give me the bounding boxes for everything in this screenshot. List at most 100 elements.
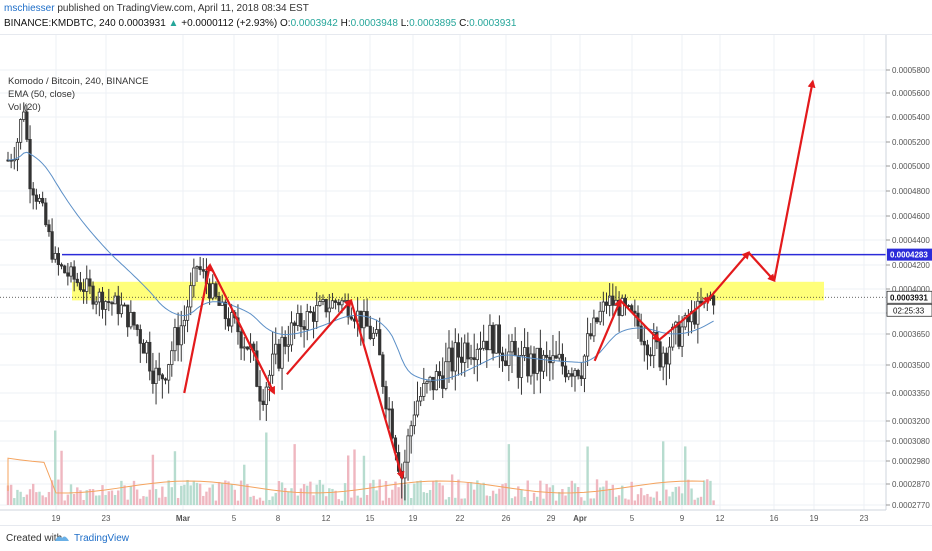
volume-bar [173,451,177,505]
candle-body [529,353,533,377]
volume-bar [384,480,388,505]
candle-body [349,316,353,320]
symbol-label: BINANCE:KMDBTC, 240 [4,18,116,29]
volume-bar [422,492,425,505]
candle-body [604,301,609,306]
candle-body [699,300,703,304]
candle-body [343,300,347,302]
volume-bar [195,482,199,505]
x-axis[interactable]: 19 23 Mar 5 8 12 15 19 22 26 29 Apr 5 9 12 16 19 23 [0,509,932,525]
candle-body [652,331,656,357]
last-price-tag [886,290,932,304]
x-tick-label: 26 [502,514,511,523]
header-bar: mschiesser published on TradingView.com,… [0,0,932,35]
volume-bar [132,480,136,505]
volume-bar [435,480,438,505]
candle-body [510,340,514,353]
author-link[interactable]: mschiesser [4,3,55,14]
volume-bar [85,490,88,505]
x-tick-label: 23 [860,514,869,523]
candle-body [318,301,322,306]
volume-bar [265,432,268,505]
candle-body [107,301,111,304]
volume-bar [624,498,627,505]
open-value: 0.0003942 [290,18,338,29]
candle-body [311,311,316,322]
volume-bar [79,490,82,505]
price-chart[interactable]: 0.0005800 0.0005600 0.0005400 0.0005200 0.00… [0,35,932,525]
volume-bar [513,496,517,505]
candle-body [182,319,186,327]
x-tick-label: 12 [322,514,331,523]
volume-bar [460,498,463,505]
volume-bar [214,500,218,505]
candle-body [226,318,231,327]
volume-bar [271,496,274,505]
x-tick-label: 5 [232,514,237,523]
volume-bar [69,484,73,505]
volume-bar [107,491,110,505]
volume-bar [454,497,457,505]
legend-title: Komodo / Bitcoin, 240, BINANCE [8,76,149,87]
volume-bar [44,497,47,505]
volume-bar [709,480,712,505]
volume-bar [542,498,545,505]
volume-bar [469,482,473,505]
volume-bar [520,489,523,505]
candle-body [633,310,637,314]
brand-name[interactable]: TradingView [74,533,130,544]
volume-bar [375,490,378,505]
red-arrow [208,264,276,395]
volume-bar [38,491,41,505]
candle-body [167,364,171,381]
candle-body [94,301,98,305]
candle-body [500,352,505,362]
volume-bar [406,483,410,505]
y-axis[interactable]: 0.0005800 0.0005600 0.0005400 0.0005200 0.00… [885,35,932,510]
candle-body [403,461,407,479]
volume-bar [82,499,85,505]
candle-body [47,224,51,233]
red-arrow [619,299,661,342]
chart-area[interactable]: 0.0005800 0.0005600 0.0005400 0.0005200 0.00… [0,35,932,525]
volume-bar [60,450,63,505]
volume-bar [72,494,76,505]
candle-body [302,326,306,330]
volume-bar [158,497,161,505]
volume-bar [120,480,123,505]
candle-body [570,373,574,377]
candle-body [195,266,199,269]
volume-bar [239,480,243,505]
volume-bar [573,483,577,505]
volume-bar [170,487,173,505]
volume-bar [548,487,551,505]
candle-body [119,304,123,315]
tradingview-logo-icon [55,536,69,541]
candle-body [412,414,416,427]
volume-bar [359,497,362,505]
volume-bar [614,496,618,505]
candle-body [242,346,246,349]
volume-bar [54,430,57,505]
volume-bar [287,491,290,505]
y-tick-label: 0.0003080 [892,437,930,446]
volume-bar [674,486,677,505]
volume-bar [488,496,492,505]
volume-bar [539,480,542,505]
candle-body [277,343,281,369]
y-axis-bg [886,35,932,510]
volume-bar [495,493,498,505]
volume-bar [580,497,583,505]
candle-body [658,341,662,368]
change-value: +0.0000112 (+2.93%) [181,18,278,29]
candle-body [680,326,684,347]
candle-body [293,322,297,326]
candle-body [504,360,508,366]
red-arrow [709,250,750,298]
plot-background [0,35,886,510]
candle-body [494,324,498,354]
candle-body [173,327,177,352]
volume-bar [498,488,501,505]
volume-bar [110,490,114,505]
x-tick-label: 23 [102,514,111,523]
